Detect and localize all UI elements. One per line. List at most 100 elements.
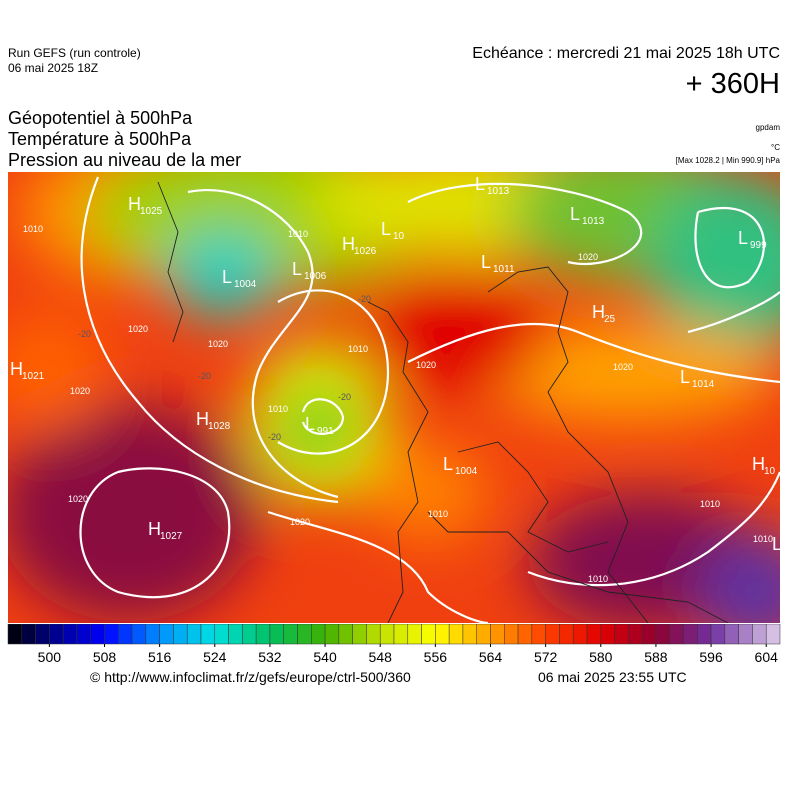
- colorbar-box: [545, 624, 560, 645]
- valid-time: Echéance : mercredi 21 mai 2025 18h UTC: [472, 45, 780, 62]
- colorbar-box: [131, 624, 147, 645]
- colorbar-tick-label: 540: [313, 649, 337, 665]
- temperature-label: -20: [338, 392, 351, 402]
- temperature-label: -20: [78, 329, 91, 339]
- colorbar-tick-label: 572: [534, 649, 558, 665]
- colorbar-tick-label: 604: [755, 649, 779, 665]
- temperature-label: -20: [268, 432, 281, 442]
- run-date: 06 mai 2025 18Z: [8, 61, 99, 75]
- center-letter: H: [10, 359, 23, 379]
- colorbar-box: [421, 624, 436, 645]
- isobars: [79, 176, 780, 623]
- isobar-label: 1020: [613, 362, 633, 372]
- colorbar-box: [379, 624, 395, 645]
- unit: gpdam: [755, 123, 780, 132]
- isobar-label: 1020: [290, 517, 310, 527]
- colorbar-box: [476, 624, 491, 645]
- center-letter: L: [381, 219, 391, 239]
- isobar-label: 1010: [428, 509, 448, 519]
- center-value: 991: [317, 426, 334, 437]
- colorbar-box: [228, 624, 243, 645]
- center-letter: H: [342, 234, 355, 254]
- colorbar-box: [297, 624, 312, 645]
- colorbar-box: [62, 624, 78, 645]
- colorbar-box: [393, 624, 409, 645]
- colorbar-tick-label: 516: [148, 649, 172, 665]
- isobar-label: 1020: [128, 324, 148, 334]
- center-value: 1026: [354, 246, 377, 257]
- title: Pression au niveau de la mer: [8, 150, 242, 170]
- colorbar-box: [186, 624, 202, 645]
- isobar-label: 1020: [578, 252, 598, 262]
- colorbar-box: [572, 624, 588, 645]
- title: Température à 500hPa: [8, 129, 192, 149]
- run: Run GEFS (run controle): [8, 46, 141, 60]
- colorbar-box: [21, 624, 36, 645]
- colorbar-tick-label: 596: [699, 649, 723, 665]
- colorbar-tick-label: 500: [38, 649, 62, 665]
- colorbar-box: [311, 624, 326, 645]
- center-value: 10: [764, 466, 776, 477]
- isobar-label: 1020: [416, 360, 436, 370]
- colorbar-box: [338, 624, 353, 645]
- center-letter: L: [680, 367, 690, 387]
- isobar-label: 1020: [70, 386, 90, 396]
- colorbar-box: [76, 624, 91, 645]
- isobar-label: 1010: [288, 229, 308, 239]
- colorbar-box: [366, 624, 381, 645]
- colorbar-box: [448, 624, 464, 645]
- colorbar-box: [683, 624, 698, 645]
- center-value: 1004: [234, 279, 257, 290]
- issued: 06 mai 2025 23:55 UTC: [538, 669, 687, 685]
- colorbar-box: [669, 624, 684, 645]
- colorbar-box: [435, 624, 450, 645]
- center-letter: L: [738, 228, 748, 248]
- colorbar-box: [49, 624, 64, 645]
- colorbar-tick-label: 524: [203, 649, 227, 665]
- colorbar: 500 508 516 524 532 540 548 556 564 572 580 588 596 6…: [7, 624, 781, 665]
- center-value: 1027: [160, 531, 183, 542]
- center-value: 1014: [692, 379, 715, 390]
- colorbar-box: [531, 624, 546, 645]
- isobar-label: 1010: [23, 224, 43, 234]
- colorbar-box: [655, 624, 670, 645]
- colorbar-box: [324, 624, 340, 645]
- colorbar-box: [641, 624, 657, 645]
- lead-time: + 360H: [685, 68, 780, 100]
- center-value: 1013: [582, 216, 605, 227]
- colorbar-box: [283, 624, 298, 645]
- minmax: [Max 1028.2 | Min 990.9] hPa: [675, 156, 780, 165]
- center-letter: L: [570, 204, 580, 224]
- colorbar-box: [752, 624, 767, 645]
- colorbar-box: [269, 624, 284, 645]
- center-letter: H: [148, 519, 161, 539]
- colorbar-tick-label: 532: [258, 649, 282, 665]
- colorbar-tick-label: 548: [369, 649, 393, 665]
- center-value: 1004: [455, 466, 478, 477]
- field: [8, 172, 780, 623]
- center-letter: H: [128, 194, 141, 214]
- source-url: © http://www.infoclimat.fr/z/gefs/europe…: [90, 669, 411, 685]
- colorbar-tick-label: 556: [424, 649, 448, 665]
- center-letter: H: [196, 409, 209, 429]
- colorbar-box: [118, 624, 133, 645]
- colorbar-box: [765, 624, 781, 645]
- colorbar-box: [586, 624, 602, 645]
- center-letter: H: [752, 454, 765, 474]
- colorbar-box: [628, 624, 643, 645]
- colorbar-box: [159, 624, 174, 645]
- colorbar-tick-label: 588: [644, 649, 668, 665]
- colorbar-tick-label: 564: [479, 649, 503, 665]
- isobar-label: 1010: [700, 499, 720, 509]
- colorbar-box: [90, 624, 105, 645]
- center-value: 999: [750, 240, 767, 251]
- colorbar-tick-label: 508: [93, 649, 117, 665]
- colorbar-box: [697, 624, 712, 645]
- colorbar-box: [504, 624, 519, 645]
- colorbar-box: [145, 624, 160, 645]
- center-value: 25: [604, 314, 616, 325]
- center-value: 1006: [304, 271, 327, 282]
- center-value: 1021: [22, 371, 45, 382]
